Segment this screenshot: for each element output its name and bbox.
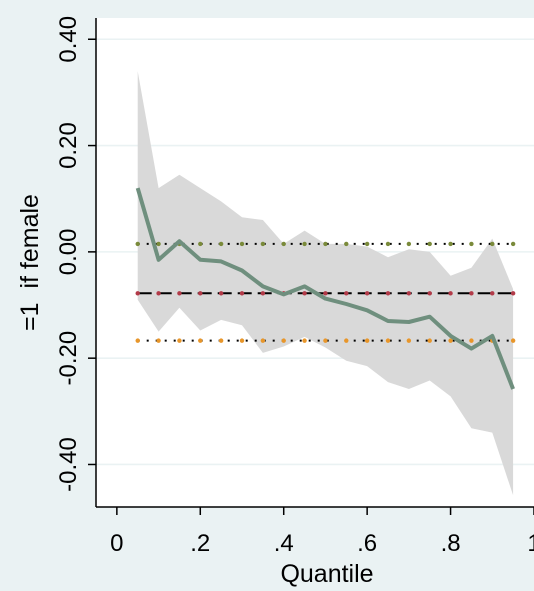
ols-lower-marker (406, 338, 412, 343)
ols-upper-marker (218, 241, 224, 247)
ols-estimate-marker (469, 291, 474, 296)
ols-upper-marker (281, 241, 286, 247)
ols-upper-marker (323, 241, 328, 247)
ols-estimate-marker (344, 291, 349, 296)
ols-upper-marker (427, 241, 432, 247)
ols-lower-marker (260, 338, 266, 343)
ols-upper-marker (469, 241, 474, 247)
ols-lower-marker (156, 338, 161, 343)
quantile-estimate-line (135, 187, 515, 390)
y-tick-label-3: -0.20 (55, 331, 82, 386)
ols-upper-marker (385, 241, 391, 247)
ols-upper-marker (156, 241, 161, 247)
x-tick-label-0: 0 (110, 530, 123, 557)
ols-upper-marker (239, 241, 245, 247)
confidence-band-layer (137, 71, 514, 496)
ols-estimate-marker (364, 291, 370, 296)
ols-estimate-marker (406, 291, 412, 296)
x-tick-label-1: .2 (190, 530, 210, 557)
estimate-line-layer (135, 187, 515, 390)
y-tick-label-2: 0.00 (55, 229, 82, 276)
y-tick-label-0: 0.40 (55, 16, 82, 63)
ols-estimate-marker (198, 291, 203, 296)
axes: 0.40 0.20 0.00 -0.20 -0.40 0 .2 .4 .6 .8 1 (55, 16, 534, 557)
ols-estimate-marker (177, 291, 182, 296)
ols-estimate-marker (510, 291, 516, 296)
ols-lower-marker (239, 338, 245, 343)
ols-lower-marker (135, 338, 140, 343)
y-axis-title: =1 if female (16, 194, 44, 331)
ols-upper-marker (490, 241, 495, 247)
ols-upper-marker (364, 241, 370, 247)
ols-upper-marker (198, 241, 203, 247)
ols-lower-marker (385, 338, 391, 343)
ols-upper-marker (344, 241, 349, 247)
ols-lower-marker (344, 338, 349, 343)
ols-estimate-marker (323, 291, 328, 296)
ols-estimate-marker (156, 291, 161, 296)
ols-estimate-marker (490, 291, 495, 296)
ols-lower-marker (218, 338, 224, 343)
confidence-band (137, 71, 514, 496)
ols-estimate-marker (135, 291, 140, 296)
ols-lower-marker (198, 338, 203, 343)
ols-upper-marker (448, 241, 453, 247)
ols-estimate-marker (302, 291, 307, 296)
ols-lower-marker (281, 338, 286, 343)
x-tick-label-2: .4 (274, 530, 294, 557)
ols-lower-marker (323, 338, 328, 343)
ols-upper-marker (135, 241, 140, 247)
ols-upper-marker (302, 241, 307, 247)
y-tick-label-4: -0.40 (55, 437, 82, 492)
ols-upper-marker (406, 241, 412, 247)
ols-estimate-marker (239, 291, 245, 296)
y-tick-label-1: 0.20 (55, 122, 82, 169)
x-tick-label-4: .8 (441, 530, 461, 557)
ols-lower-marker (427, 338, 432, 343)
ols-lower-marker (177, 338, 182, 343)
x-axis-title: Quantile (280, 560, 373, 588)
ols-estimate-marker (427, 291, 432, 296)
x-tick-label-5: 1 (527, 530, 534, 557)
ols-lower-marker (510, 338, 516, 343)
ols-upper-marker (260, 241, 266, 247)
ols-lower-marker (302, 338, 307, 343)
ols-estimate-marker (260, 291, 266, 296)
ols-estimate-marker (385, 291, 391, 296)
ols-lower-marker (469, 338, 474, 343)
ols-estimate-marker (218, 291, 224, 296)
ols-estimate-marker (448, 291, 453, 296)
ols-upper-marker (510, 241, 516, 247)
ols-lower-marker (364, 338, 370, 343)
ols-lower-marker (448, 338, 453, 343)
x-tick-label-3: .6 (357, 530, 377, 557)
